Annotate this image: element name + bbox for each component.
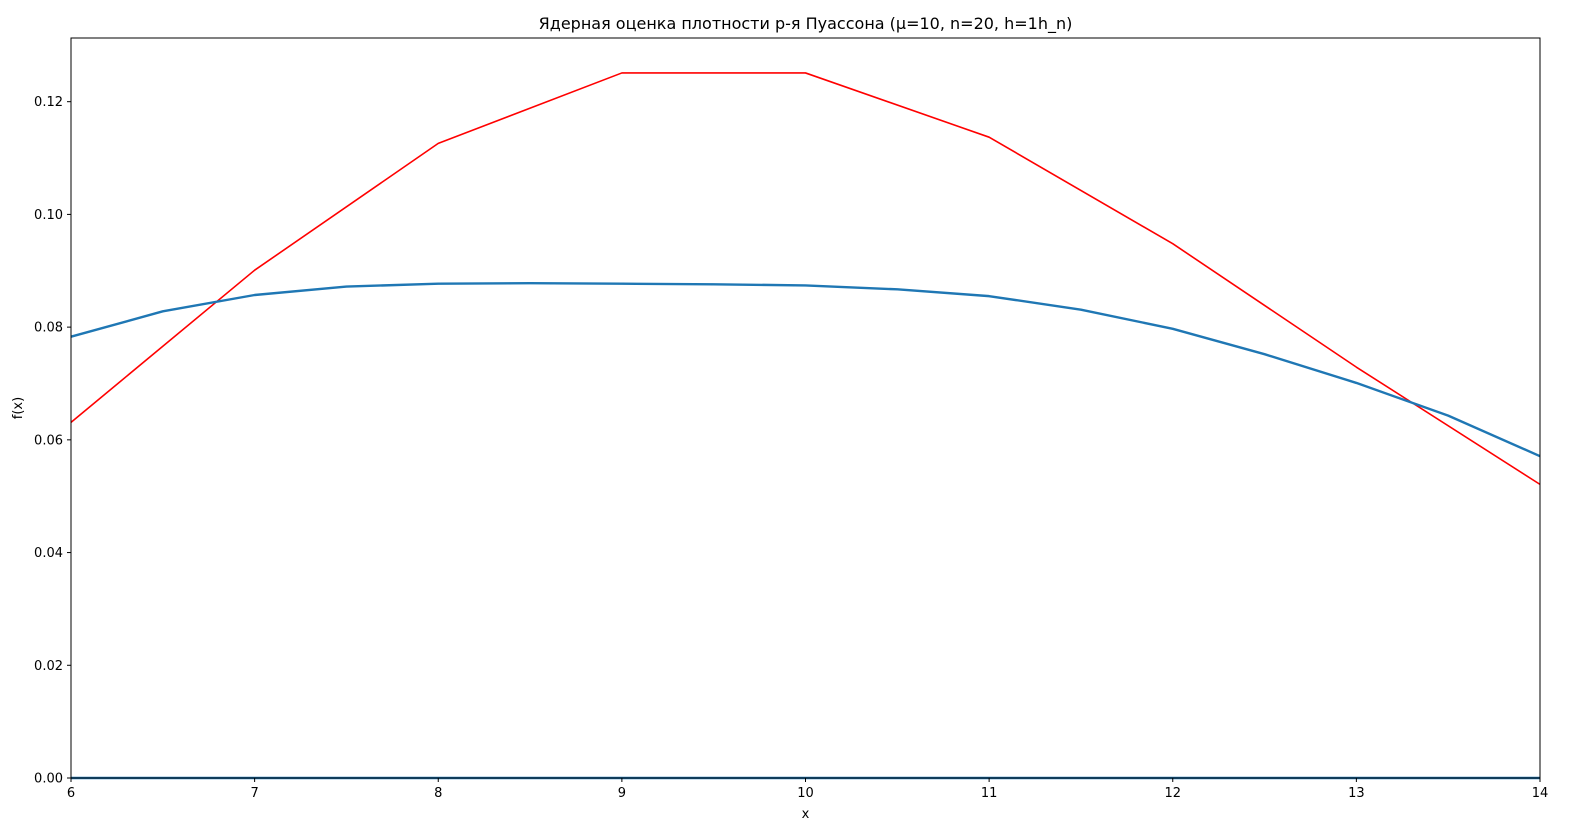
y-tick-label: 0.00 [34, 772, 63, 787]
series-layer [70, 72, 1541, 780]
y-tick-label: 0.10 [34, 208, 63, 223]
x-tick-label: 9 [618, 786, 626, 801]
x-tick-label: 8 [434, 786, 442, 801]
y-tick-label: 0.12 [34, 95, 63, 110]
y-tick-label: 0.02 [34, 659, 63, 674]
x-tick-label: 6 [67, 786, 75, 801]
x-tick-label: 12 [1164, 786, 1181, 801]
x-tick-label: 10 [797, 786, 814, 801]
series-line-1 [70, 72, 1541, 486]
y-tick-label: 0.04 [34, 546, 63, 561]
y-axis: 0.00 0.02 0.04 0.06 0.08 0.10 0.12 [34, 95, 71, 787]
axes-frame [70, 37, 1541, 779]
y-axis-label: f(x) [11, 397, 26, 419]
x-axis: 6 7 8 9 10 11 12 13 14 [67, 778, 1548, 801]
x-axis-label: x [802, 807, 810, 822]
y-tick-label: 0.08 [34, 321, 63, 336]
x-tick-label: 7 [250, 786, 258, 801]
series-line-2 [70, 281, 1541, 458]
x-tick-label: 13 [1348, 786, 1365, 801]
y-tick-label: 0.06 [34, 433, 63, 448]
x-tick-label: 14 [1532, 786, 1549, 801]
chart-title: Ядерная оценка плотности р-я Пуассона (μ… [539, 14, 1073, 34]
x-tick-label: 11 [981, 786, 998, 801]
